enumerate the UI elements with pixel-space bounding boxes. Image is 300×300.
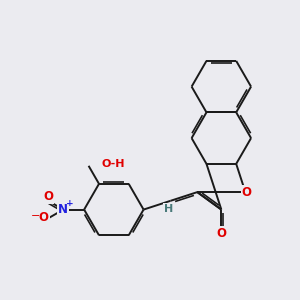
Text: −: − [31, 211, 40, 221]
Text: O: O [39, 211, 49, 224]
Text: N: N [58, 203, 68, 216]
Text: O: O [216, 227, 226, 240]
Text: O: O [43, 190, 53, 203]
Text: +: + [66, 199, 74, 208]
Text: O: O [242, 186, 252, 199]
Text: H: H [164, 204, 174, 214]
Text: O-H: O-H [101, 159, 124, 169]
